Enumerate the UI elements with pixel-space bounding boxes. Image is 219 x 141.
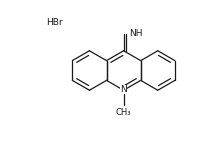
Text: NH: NH <box>129 29 142 38</box>
Text: CH₃: CH₃ <box>116 108 131 117</box>
Text: N: N <box>120 85 127 94</box>
Text: HBr: HBr <box>46 18 63 27</box>
